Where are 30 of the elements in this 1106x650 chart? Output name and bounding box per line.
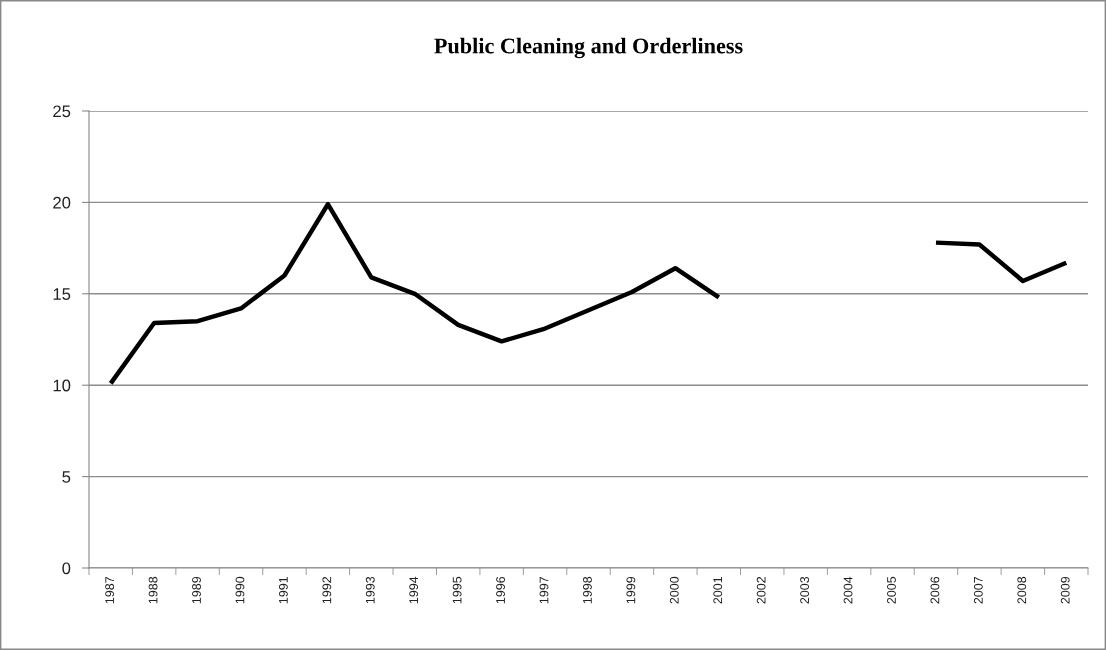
y-tick-label: 15 [53, 288, 71, 300]
x-tick-label: 2006 [930, 576, 940, 604]
x-tick-label: 1993 [365, 576, 375, 604]
x-tick-label: 1996 [496, 576, 505, 604]
x-tick-label: 1995 [452, 576, 462, 604]
x-tick-label: 1990 [235, 576, 245, 604]
x-tick-label: 1991 [278, 576, 288, 604]
x-tick-label: 2002 [756, 576, 766, 604]
x-tick-label: 1998 [583, 576, 592, 604]
x-tick-label: 2004 [843, 576, 853, 604]
x-tick-label: 2001 [713, 576, 723, 604]
x-tick-label: 2008 [1017, 576, 1027, 604]
x-tick-label: 2009 [1060, 576, 1070, 604]
chart-title: Public Cleaning and Orderliness [434, 37, 743, 59]
x-tick-label: 2003 [800, 576, 810, 604]
y-tick-label: 5 [62, 471, 71, 483]
y-tick-label: 20 [53, 196, 71, 209]
x-tick-label: 1987 [105, 576, 115, 604]
y-tick-label: 0 [62, 562, 71, 575]
x-tick-label: 1994 [409, 576, 419, 604]
y-tick-label: 25 [53, 105, 71, 118]
x-tick-label: 2007 [973, 576, 983, 604]
x-tick-label: 2000 [669, 576, 679, 604]
x-tick-label: 2005 [887, 576, 896, 604]
y-tick-label: 10 [53, 379, 71, 392]
x-tick-label: 1988 [148, 576, 158, 604]
x-tick-label: 1989 [192, 576, 201, 604]
x-tick-label: 1992 [322, 576, 332, 604]
x-tick-label: 1999 [626, 576, 636, 604]
x-tick-label: 1997 [539, 576, 549, 604]
